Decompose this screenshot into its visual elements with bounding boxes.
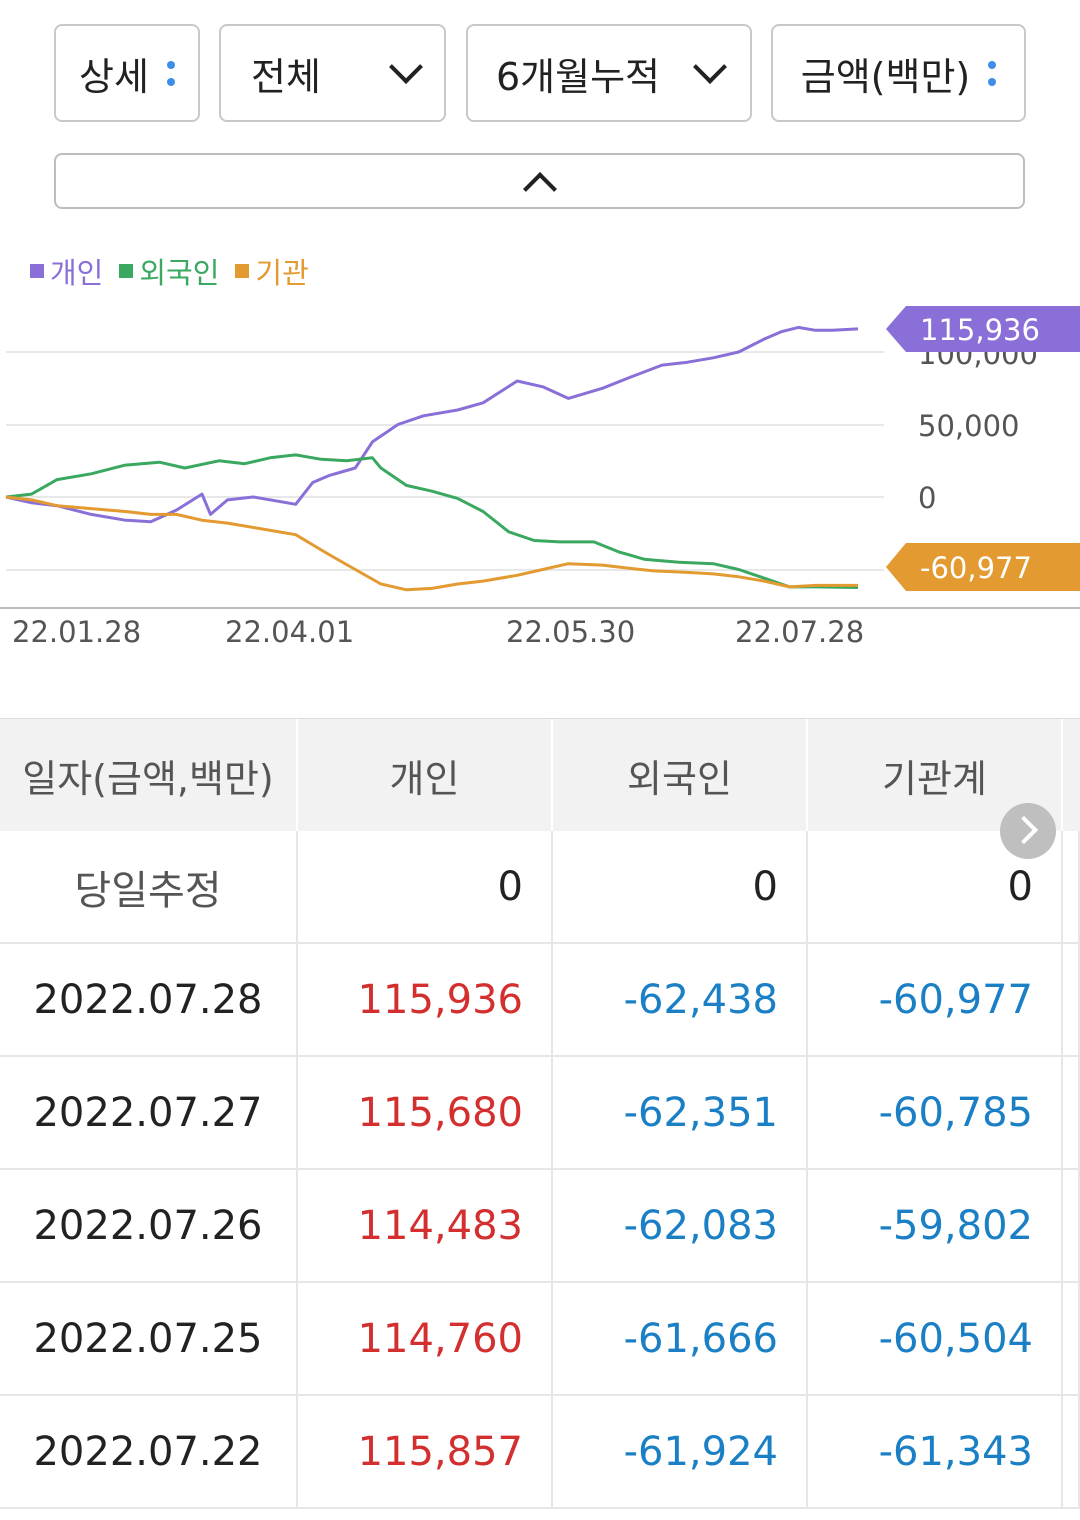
end-label-institution: -60,977 <box>886 543 1080 591</box>
cell-foreign: -61,666 <box>553 1283 808 1394</box>
table-row: 2022.07.22 115,857 -61,924 -61,343 <box>0 1396 1080 1509</box>
cell-date: 2022.07.27 <box>0 1057 298 1168</box>
series-layer <box>5 325 859 592</box>
table-row: 2022.07.26 114,483 -62,083 -59,802 <box>0 1170 1080 1283</box>
chevron-down-icon <box>389 50 423 84</box>
legend-swatch <box>119 264 134 278</box>
x-tick-label: 22.07.28 <box>735 615 864 649</box>
investor-chart: 100,000 50,000 0 22.01.28 22.04.01 22.05… <box>0 306 1080 649</box>
cell-individual: 115,936 <box>298 944 553 1055</box>
end-label-bg <box>886 306 1080 352</box>
x-tick-label: 22.01.28 <box>12 615 141 649</box>
cell-institution: -60,977 <box>808 944 1063 1055</box>
cell-date: 2022.07.28 <box>0 944 298 1055</box>
scope-label: 전체 <box>251 54 321 99</box>
chart-legend: 개인 외국인 기관 <box>30 250 309 292</box>
header-date: 일자(금액,백만) <box>0 719 298 831</box>
series-line-1 <box>5 453 859 589</box>
legend-label: 개인 <box>50 256 104 290</box>
end-label-bg <box>886 543 1080 591</box>
legend-item-individual: 개인 <box>30 250 103 292</box>
cell-individual: 0 <box>298 831 553 942</box>
cell-individual: 114,760 <box>298 1283 553 1394</box>
cell-individual: 114,483 <box>298 1170 553 1281</box>
cell-institution: -61,343 <box>808 1396 1063 1507</box>
cell-institution: -59,802 <box>808 1170 1063 1281</box>
cell-foreign: 0 <box>553 831 808 942</box>
cell-foreign: -62,083 <box>553 1170 808 1281</box>
cell-foreign: -62,351 <box>553 1057 808 1168</box>
table-header: 일자(금액,백만) 개인 외국인 기관계 <box>0 718 1080 831</box>
header-individual: 개인 <box>298 719 553 831</box>
cell-foreign: -62,438 <box>553 944 808 1055</box>
legend-swatch <box>235 264 250 278</box>
unit-select[interactable]: 금액(백만) <box>771 24 1026 122</box>
cell-more <box>1063 831 1080 942</box>
chevron-right-icon <box>1009 815 1039 845</box>
end-label-individual: 115,936 <box>886 306 1080 352</box>
table-row-today: 당일추정 0 0 0 <box>0 831 1080 944</box>
detail-select[interactable]: 상세 <box>54 24 200 122</box>
cell-date: 당일추정 <box>0 831 298 942</box>
legend-label: 외국인 <box>139 256 220 290</box>
cell-date: 2022.07.26 <box>0 1170 298 1281</box>
header-foreign: 외국인 <box>553 719 808 831</box>
cell-more <box>1063 1057 1080 1168</box>
cell-date: 2022.07.25 <box>0 1283 298 1394</box>
table-row: 2022.07.25 114,760 -61,666 -60,504 <box>0 1283 1080 1396</box>
series-line-0 <box>5 325 859 524</box>
header-more <box>1063 719 1080 831</box>
series-line-2 <box>5 495 858 592</box>
cell-more <box>1063 1396 1080 1507</box>
end-label-text: -60,977 <box>920 551 1032 585</box>
cell-individual: 115,680 <box>298 1057 553 1168</box>
header-institution: 기관계 <box>808 719 1063 831</box>
chevron-down-icon <box>693 50 727 84</box>
y-tick-label: 50,000 <box>918 409 1019 443</box>
detail-label: 상세 <box>79 54 149 99</box>
cell-more <box>1063 1283 1080 1394</box>
more-icon <box>166 60 175 86</box>
chevron-up-icon <box>522 172 557 206</box>
cell-institution: -60,785 <box>808 1057 1063 1168</box>
cell-institution: 0 <box>808 831 1063 942</box>
unit-label: 금액(백만) <box>800 54 971 99</box>
period-label: 6개월누적 <box>496 54 661 99</box>
legend-item-foreign: 외국인 <box>119 250 219 292</box>
collapse-button[interactable] <box>54 153 1025 209</box>
cell-more <box>1063 944 1080 1055</box>
more-icon <box>988 60 997 86</box>
table-row: 2022.07.27 115,680 -62,351 -60,785 <box>0 1057 1080 1170</box>
x-tick-label: 22.05.30 <box>506 615 635 649</box>
period-dropdown[interactable]: 6개월누적 <box>466 24 752 122</box>
next-columns-button[interactable] <box>1000 803 1056 859</box>
legend-item-institution: 기관 <box>235 250 309 292</box>
cell-individual: 115,857 <box>298 1396 553 1507</box>
legend-swatch <box>30 264 44 278</box>
end-label-text: 115,936 <box>920 313 1040 347</box>
investor-table: 일자(금액,백만) 개인 외국인 기관계 당일추정 0 0 0 2022.07.… <box>0 718 1080 1509</box>
cell-institution: -60,504 <box>808 1283 1063 1394</box>
y-tick-label: 0 <box>918 481 936 515</box>
scope-dropdown[interactable]: 전체 <box>219 24 446 122</box>
cell-more <box>1063 1170 1080 1281</box>
cell-foreign: -61,924 <box>553 1396 808 1507</box>
table-row: 2022.07.28 115,936 -62,438 -60,977 <box>0 944 1080 1057</box>
grid-lines <box>6 351 884 571</box>
x-tick-label: 22.04.01 <box>225 615 354 649</box>
cell-date: 2022.07.22 <box>0 1396 298 1507</box>
legend-label: 기관 <box>255 256 309 290</box>
